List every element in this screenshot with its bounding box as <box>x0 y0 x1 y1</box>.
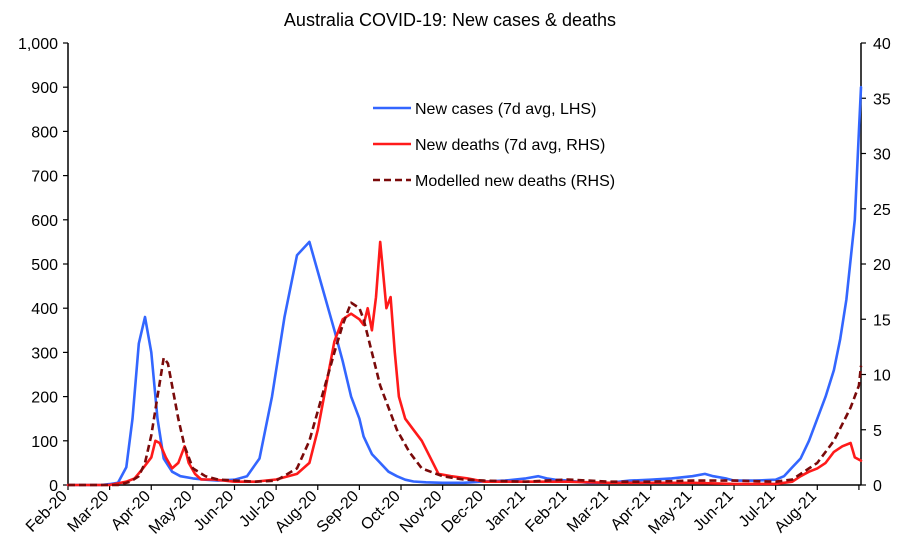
y-right-tick-label: 15 <box>873 312 891 329</box>
legend-label-0: New cases (7d avg, LHS) <box>415 101 596 118</box>
y-right-tick-label: 35 <box>873 91 891 108</box>
x-tick-label: Jun-21 <box>690 488 737 535</box>
y-left-tick-label: 100 <box>31 434 58 451</box>
y-left-tick-label: 700 <box>31 169 58 186</box>
x-tick-label: Mar-20 <box>65 488 113 536</box>
y-right-tick-label: 40 <box>873 36 891 53</box>
y-right-tick-label: 5 <box>873 423 882 440</box>
y-right-tick-label: 0 <box>873 478 882 495</box>
y-left-tick-label: 900 <box>31 80 58 97</box>
y-left-tick-label: 1,000 <box>18 36 58 53</box>
y-right-tick-label: 20 <box>873 257 891 274</box>
x-tick-label: Aug-20 <box>272 488 321 537</box>
series-layer <box>66 85 863 487</box>
x-tick-label: Dec-20 <box>439 488 488 537</box>
y-right-tick-label: 25 <box>873 202 891 219</box>
chart-title: Australia COVID-19: New cases & deaths <box>284 10 616 30</box>
y-left-tick-label: 400 <box>31 301 58 318</box>
legend-label-1: New deaths (7d avg, RHS) <box>415 137 605 154</box>
legend-label-2: Modelled new deaths (RHS) <box>415 173 615 190</box>
x-tick-label: Oct-20 <box>358 488 404 534</box>
x-tick-label: Feb-20 <box>23 488 71 536</box>
x-tick-label: Jan-21 <box>482 488 529 535</box>
x-tick-label: Mar-21 <box>564 488 612 536</box>
x-tick-label: Sep-20 <box>314 488 363 537</box>
x-tick-label: Aug-21 <box>772 488 821 537</box>
series-line-0 <box>66 85 863 487</box>
x-tick-label: Nov-20 <box>397 488 446 537</box>
y-left-tick-label: 300 <box>31 345 58 362</box>
legend: New cases (7d avg, LHS) New deaths (7d av… <box>373 101 615 190</box>
y-right-tick-label: 10 <box>873 368 891 385</box>
y-left-tick-label: 200 <box>31 390 58 407</box>
x-tick-label: May-20 <box>146 488 196 538</box>
y-left-tick-label: 0 <box>49 478 58 495</box>
series-line-1 <box>66 240 863 487</box>
x-tick-label: Jun-20 <box>191 488 238 535</box>
x-tick-label: May-21 <box>645 488 695 538</box>
series-line-2 <box>68 301 863 487</box>
y-left-tick-label: 600 <box>31 213 58 230</box>
y-left-tick-label: 500 <box>31 257 58 274</box>
y-left-tick-label: 800 <box>31 124 58 141</box>
x-tick-label: Feb-21 <box>522 488 570 536</box>
y-right-tick-label: 30 <box>873 147 891 164</box>
